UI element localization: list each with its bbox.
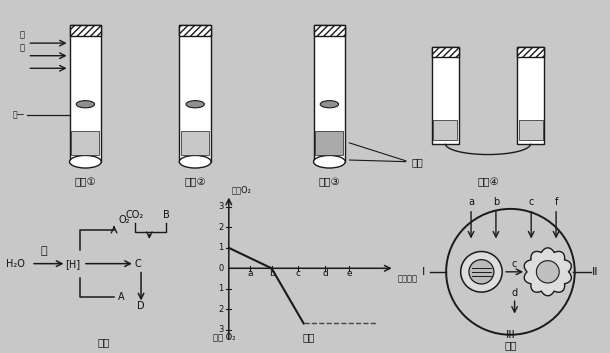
Text: 锡纸: 锡纸 [412, 157, 423, 167]
Text: 3: 3 [218, 325, 223, 334]
Text: 光: 光 [40, 246, 47, 256]
Circle shape [536, 261, 559, 283]
Text: 1: 1 [218, 284, 223, 293]
Bar [315, 131, 343, 155]
Text: b: b [493, 197, 499, 207]
Text: 强: 强 [20, 31, 24, 40]
Text: a: a [468, 197, 474, 207]
Text: c: c [528, 197, 534, 207]
Text: c: c [296, 269, 301, 279]
Text: 试管④: 试管④ [477, 177, 499, 187]
Polygon shape [524, 248, 572, 296]
Bar [181, 131, 209, 155]
Ellipse shape [179, 155, 211, 168]
Bar [433, 120, 458, 140]
Text: d: d [322, 269, 328, 279]
Text: C: C [135, 259, 142, 269]
Text: 0: 0 [218, 264, 223, 273]
Bar [70, 25, 101, 36]
Ellipse shape [70, 155, 101, 168]
Text: I: I [422, 267, 425, 277]
Bar [70, 25, 101, 162]
Text: c: c [512, 259, 517, 269]
Text: 2: 2 [218, 223, 223, 232]
Text: e: e [346, 269, 352, 279]
Text: 试管①: 试管① [74, 177, 96, 187]
Text: H₂O: H₂O [6, 259, 25, 269]
Text: 3: 3 [218, 203, 223, 211]
Text: b: b [268, 269, 274, 279]
Text: 2: 2 [218, 305, 223, 314]
Bar [179, 25, 211, 162]
Bar [179, 25, 211, 36]
Bar [432, 47, 459, 144]
Bar [314, 25, 345, 162]
Bar [518, 120, 543, 140]
Text: O₂: O₂ [118, 215, 130, 225]
Bar [517, 47, 544, 144]
Ellipse shape [76, 101, 95, 108]
Text: 光: 光 [20, 43, 24, 52]
Text: 1: 1 [218, 243, 223, 252]
Text: 吸收O₂: 吸收O₂ [231, 186, 251, 195]
Ellipse shape [186, 101, 204, 108]
Text: D: D [137, 301, 145, 311]
Text: f: f [554, 197, 558, 207]
Text: B: B [162, 210, 170, 220]
Text: 试管②: 试管② [184, 177, 206, 187]
Text: CO₂: CO₂ [126, 210, 144, 220]
Bar [71, 131, 99, 155]
Text: 释放 O₂: 释放 O₂ [213, 333, 235, 342]
Text: 图一: 图一 [98, 337, 110, 347]
Text: [H]: [H] [65, 259, 80, 269]
Ellipse shape [314, 155, 345, 168]
Text: III: III [506, 330, 515, 340]
Text: 弱—: 弱— [12, 110, 24, 120]
Text: 图三: 图三 [504, 340, 517, 350]
Text: 图二: 图二 [303, 332, 315, 342]
Bar [314, 25, 345, 36]
Ellipse shape [320, 101, 339, 108]
Text: d: d [512, 288, 518, 298]
Text: A: A [118, 292, 125, 303]
Circle shape [461, 251, 502, 292]
Bar [432, 47, 459, 57]
Circle shape [469, 260, 494, 284]
Text: 光照强度: 光照强度 [397, 274, 417, 283]
Text: 试管③: 试管③ [318, 177, 340, 187]
Bar [517, 47, 544, 57]
Text: a: a [248, 269, 253, 279]
Text: II: II [592, 267, 599, 277]
